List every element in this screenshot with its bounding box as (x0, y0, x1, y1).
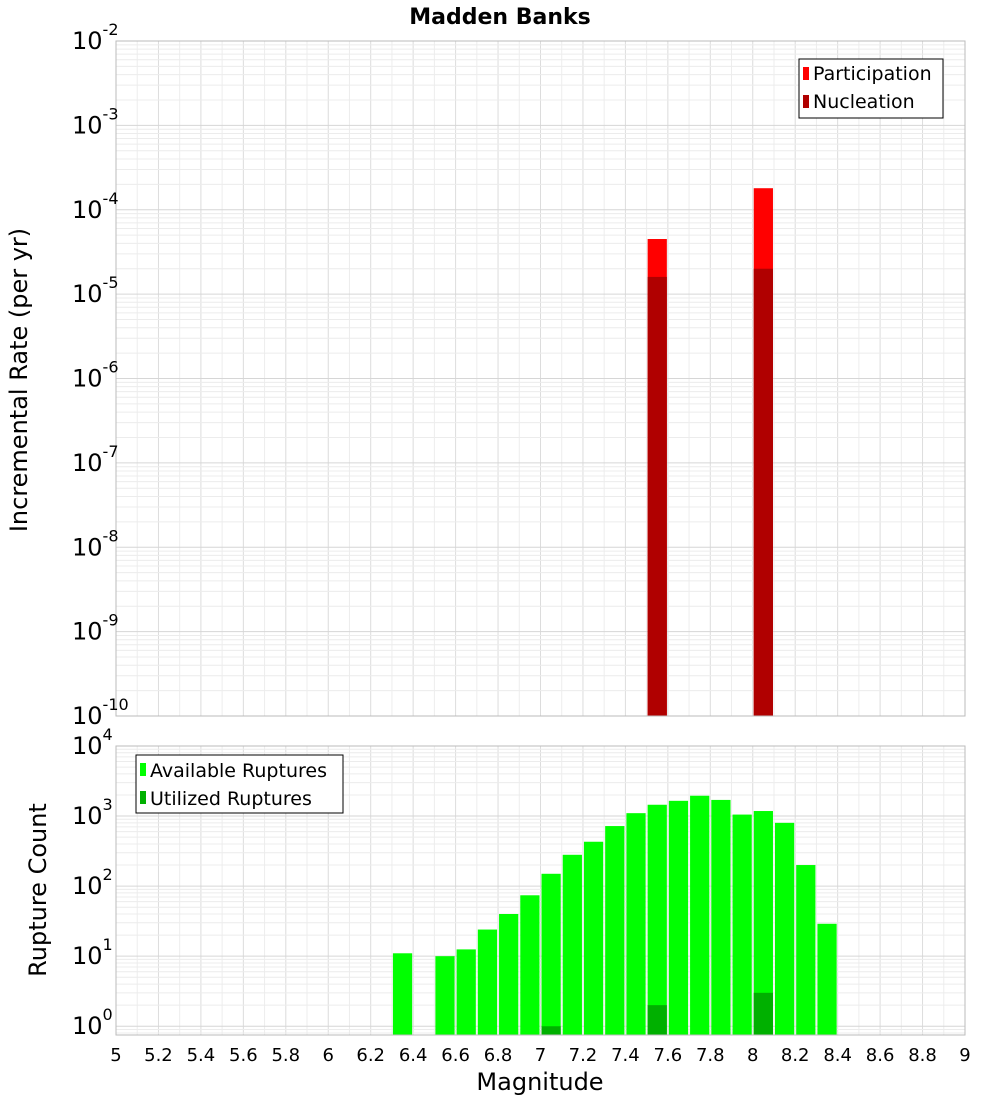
bottom-bar-available-ruptures (456, 949, 476, 1035)
bottom-bar-available-ruptures (477, 929, 498, 1035)
bottom-y-axis-label: Rupture Count (24, 803, 52, 977)
bottom-bar-available-ruptures (392, 953, 413, 1035)
top-y-tick-label: 10-7 (72, 442, 119, 477)
x-tick-label: 5.2 (144, 1045, 173, 1066)
top-bar-nucleation (753, 268, 773, 716)
bottom-bar-available-ruptures (541, 873, 561, 1035)
top-bars (647, 188, 773, 717)
legend-swatch-nucleation (803, 95, 809, 108)
bottom-bars (392, 795, 837, 1035)
x-ticks: 5 5.2 5.4 5.6 5.8 6 6.2 6.4 6.6 6.8 7 7.2 7.4 7.6 7.8 8… (110, 1045, 970, 1066)
x-tick-label: 8.2 (781, 1045, 810, 1066)
x-tick-label: 6 (323, 1045, 334, 1066)
top-y-ticks: 10-10 10-9 10-8 10-7 10-6 10-5 10-4 10-3 10-2 (72, 20, 129, 730)
bottom-bar-available-ruptures (732, 814, 752, 1035)
bottom-bar-available-ruptures (435, 956, 455, 1035)
top-grid (115, 40, 966, 717)
top-legend-box (798, 58, 944, 119)
x-tick-label: 7 (535, 1045, 546, 1066)
bottom-bar-available-ruptures (583, 841, 604, 1035)
top-y-tick-label: 10-4 (72, 189, 119, 224)
bottom-y-tick-label: 102 (72, 865, 113, 900)
x-axis-label: Magnitude (476, 1068, 603, 1096)
bottom-bar-available-ruptures (796, 865, 816, 1035)
bottom-bar-available-ruptures (626, 813, 646, 1035)
x-tick-label: 5.8 (271, 1045, 300, 1066)
legend-swatch-available (140, 763, 146, 776)
x-tick-label: 5 (110, 1045, 121, 1066)
legend-swatch-participation (803, 67, 809, 80)
bottom-bar-utilized-ruptures (753, 992, 773, 1035)
x-tick-label: 6.8 (484, 1045, 513, 1066)
legend-label-participation: Participation (813, 63, 932, 85)
legend-label-utilized: Utilized Ruptures (150, 788, 312, 810)
top-y-tick-label: 10-10 (72, 695, 129, 730)
bottom-bar-available-ruptures (774, 822, 795, 1035)
x-tick-label: 8.8 (908, 1045, 937, 1066)
legend-label-nucleation: Nucleation (813, 91, 915, 113)
bottom-legend-box (135, 754, 344, 814)
bottom-bar-available-ruptures (562, 854, 582, 1035)
chart-title: Madden Banks (409, 5, 590, 30)
top-legend: Participation Nucleation (798, 58, 944, 119)
x-tick-label: 6.2 (356, 1045, 385, 1066)
bottom-bar-available-ruptures (753, 811, 773, 1035)
x-tick-label: 7.2 (569, 1045, 598, 1066)
x-tick-label: 6.6 (441, 1045, 470, 1066)
x-tick-label: 7.6 (654, 1045, 683, 1066)
x-tick-label: 7.8 (696, 1045, 725, 1066)
top-bar-nucleation (647, 276, 667, 716)
bottom-bar-available-ruptures (690, 795, 710, 1035)
x-tick-label: 6.4 (399, 1045, 428, 1066)
x-tick-label: 8.4 (823, 1045, 852, 1066)
x-tick-label: 7.4 (611, 1045, 640, 1066)
bottom-plot-border (115, 745, 966, 1036)
bottom-y-tick-label: 104 (72, 725, 113, 760)
bottom-bar-available-ruptures (668, 800, 689, 1035)
top-plot-border (115, 40, 966, 717)
bottom-bar-available-ruptures (520, 895, 540, 1035)
legend-label-available: Available Ruptures (150, 760, 327, 782)
x-tick-label: 5.4 (187, 1045, 216, 1066)
bottom-bar-available-ruptures (499, 914, 519, 1035)
bottom-legend: Available Ruptures Utilized Ruptures (135, 754, 344, 814)
bottom-bar-available-ruptures (605, 826, 625, 1035)
bottom-bar-available-ruptures (817, 923, 837, 1035)
top-panel: 10-10 10-9 10-8 10-7 10-6 10-5 10-4 10-3 10-2 In… (5, 20, 966, 730)
top-y-tick-label: 10-8 (72, 526, 119, 561)
bottom-panel: 100 101 102 103 104 5 5.2 5.4 5.6 5.8 6 6.2 6.4 6.6 6… (24, 725, 971, 1096)
bottom-bar-available-ruptures (711, 799, 731, 1035)
bottom-y-tick-label: 100 (72, 1005, 113, 1040)
top-y-tick-label: 10-2 (72, 20, 119, 55)
bottom-y-tick-label: 101 (72, 935, 113, 970)
top-y-tick-label: 10-3 (72, 104, 119, 139)
top-y-tick-label: 10-6 (72, 358, 119, 393)
x-tick-label: 5.6 (229, 1045, 258, 1066)
x-tick-label: 9 (959, 1045, 970, 1066)
x-tick-label: 8.6 (866, 1045, 895, 1066)
bottom-y-tick-label: 103 (72, 795, 113, 830)
bottom-bar-utilized-ruptures (647, 1005, 667, 1035)
bottom-y-ticks: 100 101 102 103 104 (72, 725, 113, 1040)
top-y-tick-label: 10-9 (72, 611, 119, 646)
x-tick-label: 8 (747, 1045, 758, 1066)
bottom-bar-available-ruptures (647, 804, 667, 1035)
top-y-tick-label: 10-5 (72, 273, 119, 308)
bottom-bar-utilized-ruptures (541, 1026, 561, 1035)
top-y-axis-label: Incremental Rate (per yr) (5, 228, 33, 532)
legend-swatch-utilized (140, 791, 146, 804)
